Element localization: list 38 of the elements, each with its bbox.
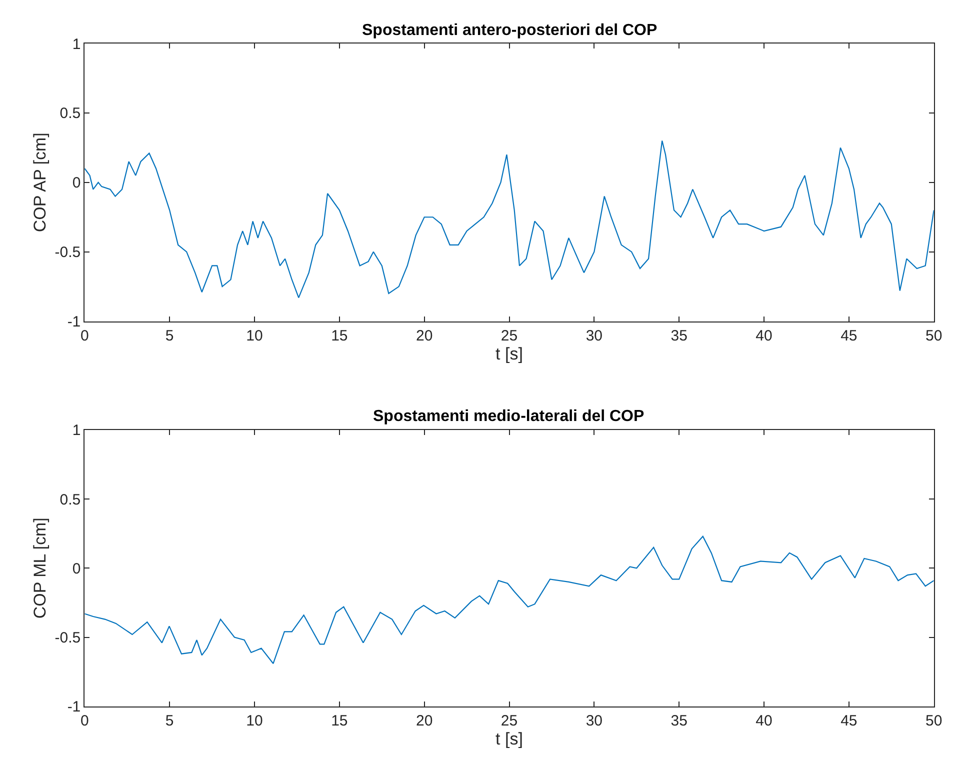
x-tick-label: 5: [165, 712, 174, 730]
y-tick-label: 0.5: [60, 105, 81, 122]
y-tick-label: 1: [72, 36, 81, 53]
y-tick-label: 1: [72, 422, 81, 440]
y-tick-label: -0.5: [54, 630, 81, 647]
x-tick-label: 40: [756, 327, 772, 344]
y-tick-label: -1: [67, 698, 81, 716]
y-tick-label: -1: [67, 314, 81, 331]
x-tick-label: 20: [416, 712, 433, 730]
x-axis-title: t [s]: [496, 729, 523, 748]
x-tick-label: 30: [586, 327, 603, 344]
x-tick-label: 30: [586, 712, 603, 730]
x-axis-title: t [s]: [496, 344, 523, 364]
x-tick-label: 40: [756, 712, 772, 730]
x-tick-label: 45: [840, 712, 858, 730]
x-tick-label: 10: [246, 712, 263, 730]
x-tick-label: 50: [925, 327, 942, 344]
x-tick-label: 25: [500, 712, 518, 730]
chart-title: Spostamenti antero-posteriori del COP: [362, 22, 658, 39]
x-tick-label: 35: [670, 712, 688, 730]
x-tick-label: 35: [670, 327, 688, 344]
x-tick-label: 50: [925, 712, 942, 730]
chart-title: Spostamenti medio-laterali del COP: [373, 408, 644, 425]
line-series: [84, 140, 934, 298]
x-tick-label: 25: [500, 327, 518, 344]
x-tick-label: 15: [331, 327, 348, 344]
x-tick-label: 45: [840, 327, 858, 344]
y-tick-label: -0.5: [54, 244, 81, 262]
x-tick-label: 20: [416, 327, 433, 344]
x-tick-label: 5: [165, 327, 174, 344]
y-tick-label: 0.5: [60, 491, 81, 508]
line-series: [84, 536, 934, 664]
y-tick-label: 0: [72, 174, 81, 192]
y-axis-title: COP AP [cm]: [30, 132, 50, 232]
x-tick-label: 10: [246, 327, 263, 344]
y-axis-title: COP ML [cm]: [30, 518, 50, 619]
y-tick-label: 0: [72, 560, 81, 578]
x-tick-label: 15: [331, 712, 348, 730]
